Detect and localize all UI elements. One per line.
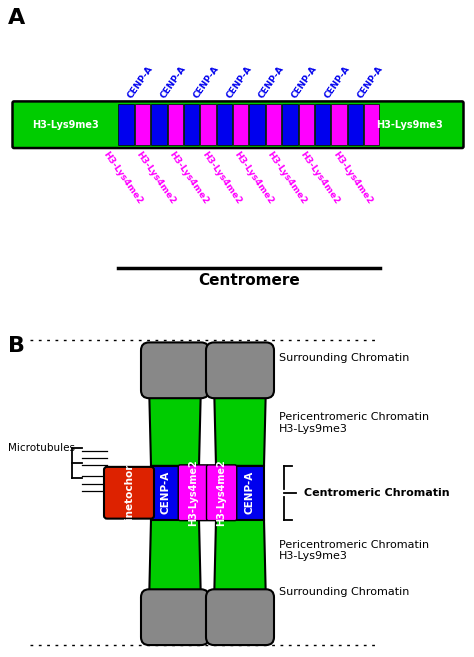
Bar bbox=[168, 104, 183, 145]
Text: CENP-A: CENP-A bbox=[257, 64, 286, 100]
FancyBboxPatch shape bbox=[141, 589, 209, 645]
Text: H3-Lys4me2: H3-Lys4me2 bbox=[134, 150, 177, 206]
FancyBboxPatch shape bbox=[178, 465, 209, 520]
Polygon shape bbox=[214, 382, 266, 466]
Polygon shape bbox=[214, 520, 266, 605]
Text: Surrounding Chromatin: Surrounding Chromatin bbox=[279, 353, 410, 363]
Text: H3-Lys9me3: H3-Lys9me3 bbox=[279, 424, 348, 434]
Text: Centromeric Chromatin: Centromeric Chromatin bbox=[304, 487, 450, 498]
Bar bbox=[135, 104, 150, 145]
Text: H3-Lys4me2: H3-Lys4me2 bbox=[167, 150, 210, 206]
Text: H3-Lys4me2: H3-Lys4me2 bbox=[298, 150, 341, 206]
Bar bbox=[315, 104, 330, 145]
Bar bbox=[348, 104, 363, 145]
Text: CENP-A: CENP-A bbox=[224, 64, 254, 100]
Text: Kinetochore: Kinetochore bbox=[124, 457, 134, 528]
Text: H3-Lys4me2: H3-Lys4me2 bbox=[101, 150, 145, 206]
Bar bbox=[282, 104, 298, 145]
Text: H3-Lys4me2: H3-Lys4me2 bbox=[331, 150, 374, 206]
Bar bbox=[331, 104, 347, 145]
Bar bbox=[118, 104, 134, 145]
Text: Surrounding Chromatin: Surrounding Chromatin bbox=[279, 587, 410, 597]
Bar bbox=[184, 104, 200, 145]
FancyBboxPatch shape bbox=[207, 465, 237, 520]
Text: Centromere: Centromere bbox=[198, 273, 300, 288]
Text: CENP-A: CENP-A bbox=[290, 64, 319, 100]
Text: H3-Lys4me2: H3-Lys4me2 bbox=[265, 150, 308, 206]
FancyBboxPatch shape bbox=[206, 589, 274, 645]
Text: CENP-A: CENP-A bbox=[160, 471, 170, 514]
Text: CENP-A: CENP-A bbox=[159, 64, 188, 100]
FancyBboxPatch shape bbox=[104, 467, 154, 518]
Text: H3-Lys9me3: H3-Lys9me3 bbox=[377, 120, 443, 129]
Text: CENP-A: CENP-A bbox=[245, 471, 255, 514]
Text: Pericentromeric Chromatin: Pericentromeric Chromatin bbox=[279, 412, 429, 422]
Bar bbox=[266, 104, 281, 145]
Bar bbox=[364, 104, 380, 145]
Bar bbox=[299, 104, 314, 145]
FancyBboxPatch shape bbox=[12, 101, 464, 148]
FancyBboxPatch shape bbox=[206, 342, 274, 398]
Text: H3-Lys9me3: H3-Lys9me3 bbox=[279, 551, 348, 562]
Text: A: A bbox=[8, 8, 25, 28]
Text: B: B bbox=[8, 336, 25, 357]
Bar bbox=[249, 104, 265, 145]
Text: H3-Lys4me2: H3-Lys4me2 bbox=[188, 459, 199, 526]
Text: H3-Lys4me2: H3-Lys4me2 bbox=[233, 150, 275, 206]
Bar bbox=[151, 104, 167, 145]
Text: H3-Lys9me3: H3-Lys9me3 bbox=[33, 120, 100, 129]
Bar bbox=[233, 104, 248, 145]
Polygon shape bbox=[149, 520, 201, 605]
Text: Pericentromeric Chromatin: Pericentromeric Chromatin bbox=[279, 539, 429, 549]
FancyBboxPatch shape bbox=[141, 342, 209, 398]
Bar bbox=[151, 466, 264, 520]
Text: Microtubules: Microtubules bbox=[8, 443, 75, 453]
Bar bbox=[217, 104, 232, 145]
Text: CENP-A: CENP-A bbox=[356, 64, 384, 100]
Bar bbox=[201, 104, 216, 145]
Text: CENP-A: CENP-A bbox=[126, 64, 155, 100]
Text: CENP-A: CENP-A bbox=[191, 64, 220, 100]
Text: H3-Lys4me2: H3-Lys4me2 bbox=[200, 150, 243, 206]
Polygon shape bbox=[149, 382, 201, 466]
Text: H3-Lys4me2: H3-Lys4me2 bbox=[217, 459, 227, 526]
Text: CENP-A: CENP-A bbox=[323, 64, 352, 100]
